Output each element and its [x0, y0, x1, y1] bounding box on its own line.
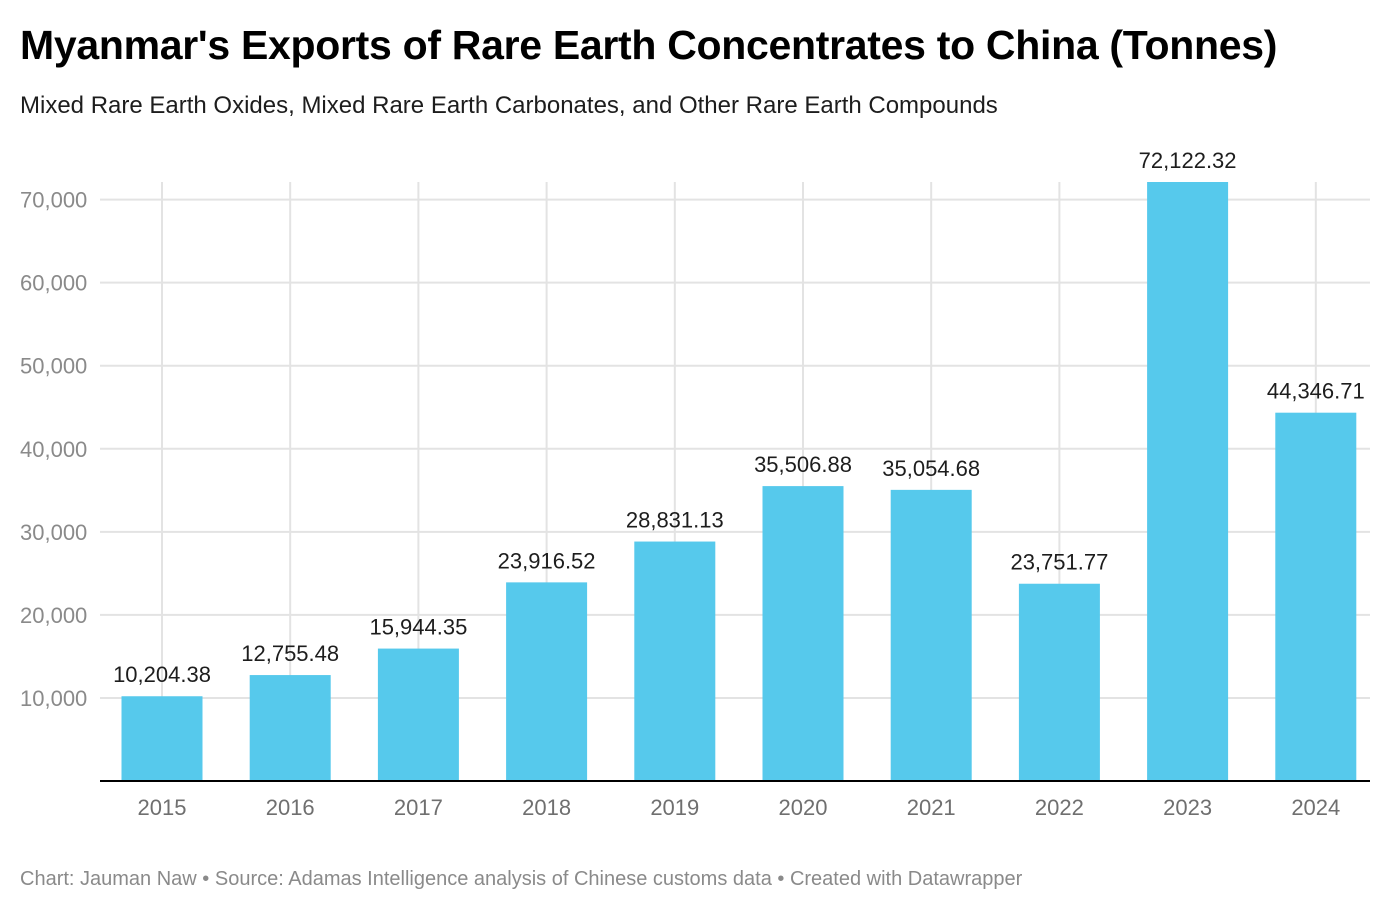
x-tick-label: 2022 [1035, 795, 1084, 820]
y-tick-label: 50,000 [20, 354, 87, 379]
bars [121, 182, 1357, 781]
bar [1018, 583, 1100, 781]
value-label: 12,755.48 [241, 641, 339, 666]
value-label: 35,054.68 [882, 456, 980, 481]
y-tick-label: 40,000 [20, 437, 87, 462]
value-label: 23,916.52 [498, 548, 596, 573]
chart-title: Myanmar's Exports of Rare Earth Concentr… [20, 22, 1278, 68]
value-label: 15,944.35 [369, 615, 467, 640]
chart-subtitle: Mixed Rare Earth Oxides, Mixed Rare Eart… [20, 92, 998, 119]
chart-footer: Chart: Jauman Naw • Source: Adamas Intel… [20, 868, 1023, 890]
value-label: 72,122.32 [1139, 148, 1237, 173]
y-tick-label: 10,000 [20, 686, 87, 711]
x-tick-label: 2021 [907, 795, 956, 820]
y-tick-label: 70,000 [20, 188, 87, 213]
bar [1275, 412, 1357, 781]
x-axis-tick-labels: 2015 2016 2017 2018 2019 2020 2021 2022 2023 2024 [138, 795, 1341, 820]
y-tick-label: 30,000 [20, 520, 87, 545]
y-axis-tick-labels: 10,000 20,000 30,000 40,000 50,000 60,000 70,0… [20, 188, 87, 711]
bar [634, 541, 716, 781]
value-label: 35,506.88 [754, 452, 852, 477]
x-tick-label: 2018 [522, 795, 571, 820]
x-tick-label: 2024 [1291, 795, 1340, 820]
x-tick-label: 2020 [779, 795, 828, 820]
bar [249, 675, 331, 781]
x-tick-label: 2017 [394, 795, 443, 820]
bar [890, 489, 972, 781]
x-tick-label: 2023 [1163, 795, 1212, 820]
value-label: 44,346.71 [1267, 379, 1365, 404]
x-tick-label: 2016 [266, 795, 315, 820]
bar [506, 582, 588, 781]
value-labels: 10,204.38 12,755.48 15,944.35 23,916.52 28,8… [113, 148, 1365, 687]
x-tick-label: 2015 [138, 795, 187, 820]
bar [121, 696, 203, 781]
bar-chart: 10,000 20,000 30,000 40,000 50,000 60,000 70,0… [20, 148, 1370, 820]
value-label: 28,831.13 [626, 508, 724, 533]
y-tick-label: 20,000 [20, 603, 87, 628]
y-tick-label: 60,000 [20, 271, 87, 296]
bar [762, 486, 844, 781]
value-label: 10,204.38 [113, 662, 211, 687]
bar [1147, 182, 1229, 781]
value-label: 23,751.77 [1010, 550, 1108, 575]
x-tick-label: 2019 [650, 795, 699, 820]
bar [377, 648, 459, 781]
